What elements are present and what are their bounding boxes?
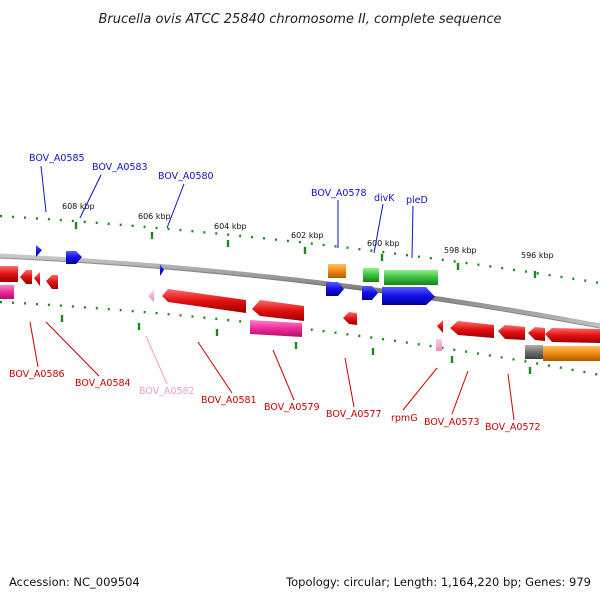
gene-BOV_A0577[interactable] (343, 312, 357, 325)
accession-text: Accession: NC_009504 (9, 575, 140, 589)
gene-divK[interactable] (362, 286, 378, 300)
bottom-connectors (29, 321, 515, 421)
label-BOV_A0578: BOV_A0578 (311, 188, 367, 199)
gene-edge-red-right[interactable] (545, 328, 600, 343)
gene-BOV_A0578[interactable] (326, 282, 344, 296)
label-BOV_A0573: BOV_A0573 (424, 417, 480, 428)
gene-BOV_A0586[interactable] (20, 270, 32, 284)
gene-orange-feature[interactable] (328, 264, 346, 278)
gene-edge-red[interactable] (0, 266, 18, 282)
gene-BOV_A0580[interactable] (160, 264, 164, 276)
map-title: Brucella ovis ATCC 25840 chromosome II, … (98, 12, 501, 27)
ruler-label-602: 602 kbp (291, 231, 324, 240)
ruler-label-606: 606 kbp (138, 212, 171, 221)
gene-BOV_A0579[interactable] (252, 300, 304, 321)
gene-BOV_A0572[interactable] (528, 327, 545, 341)
gene-BOV_A0573b[interactable] (498, 325, 525, 340)
label-BOV_A0583: BOV_A0583 (92, 162, 148, 173)
gene-BOV_A0573[interactable] (450, 321, 494, 338)
label-BOV_A0580: BOV_A0580 (158, 171, 214, 182)
label-divK: divK (374, 193, 395, 204)
gene-BOV_A0586b[interactable] (34, 272, 40, 286)
gene-pleD[interactable] (382, 287, 435, 305)
label-BOV_A0581: BOV_A0581 (201, 395, 257, 406)
label-BOV_A0584: BOV_A0584 (75, 378, 131, 389)
outer-ruler (0, 214, 600, 285)
label-rpmG: rpmG (391, 413, 418, 424)
summary-text: Topology: circular; Length: 1,164,220 bp… (285, 575, 591, 589)
gene-BOV_A0585[interactable] (36, 245, 42, 257)
chromosome-backbone (0, 253, 600, 329)
gene-BOV_A0582[interactable] (148, 290, 154, 302)
ruler-major-ticks (74, 222, 537, 278)
label-BOV_A0577: BOV_A0577 (326, 409, 382, 420)
gene-rpmG[interactable] (436, 339, 442, 351)
ruler-label-600: 600 kbp (367, 239, 400, 248)
gene-edge-magenta[interactable] (0, 285, 14, 299)
label-BOV_A0585: BOV_A0585 (29, 153, 85, 164)
ruler-label-598: 598 kbp (444, 246, 477, 255)
connector-BOV_A0582 (145, 335, 168, 385)
gene-divK-rna[interactable] (363, 268, 379, 282)
ruler-label-604: 604 kbp (214, 222, 247, 231)
gene-BOV_A0584[interactable] (46, 275, 58, 289)
gene-orange-right[interactable] (543, 346, 600, 361)
label-BOV_A0572: BOV_A0572 (485, 422, 541, 433)
gene-pleD-rna[interactable] (384, 270, 438, 285)
gene-rpmG-arrow[interactable] (437, 320, 443, 333)
gene-BOV_A0583[interactable] (66, 251, 82, 264)
gene-BOV_A0581[interactable] (162, 289, 246, 313)
ruler-label-596: 596 kbp (521, 251, 554, 260)
label-pleD: pleD (406, 195, 428, 206)
ruler-label-608: 608 kbp (62, 202, 95, 211)
gene-BOV_A0579-magenta[interactable] (250, 320, 302, 337)
label-BOV_A0586: BOV_A0586 (9, 369, 65, 380)
top-connectors (40, 165, 414, 259)
gene-gray-feature[interactable] (525, 345, 543, 359)
label-BOV_A0582: BOV_A0582 (139, 386, 195, 397)
inner-ruler-major-ticks (60, 315, 532, 374)
label-BOV_A0579: BOV_A0579 (264, 402, 320, 413)
